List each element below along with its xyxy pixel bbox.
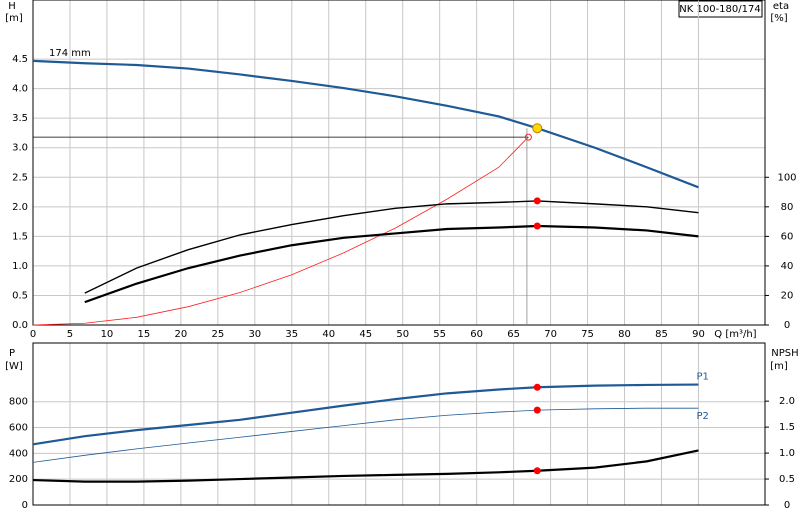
y2-tick-label: 1.0 bbox=[779, 448, 795, 459]
y-tick-label: 4.5 bbox=[12, 54, 28, 65]
plot-frame bbox=[32, 0, 766, 326]
plot-frame bbox=[32, 342, 766, 506]
x-tick-label: 70 bbox=[544, 329, 557, 340]
curve bbox=[32, 136, 529, 326]
x-tick-label: 45 bbox=[359, 329, 372, 340]
x-tick-label: 60 bbox=[470, 329, 483, 340]
x-tick-label: 20 bbox=[175, 329, 188, 340]
y-tick-label: 1.5 bbox=[12, 231, 28, 242]
y2-tick-label: 2.0 bbox=[779, 396, 795, 407]
y2-axis-label: eta bbox=[773, 1, 789, 12]
y-tick-label: 3.5 bbox=[12, 113, 28, 124]
y-tick-label: 4.0 bbox=[12, 84, 28, 95]
curve bbox=[84, 224, 699, 304]
curve bbox=[32, 383, 699, 446]
y-axis-unit: [W] bbox=[5, 361, 23, 372]
y2-axis-unit: [m] bbox=[770, 361, 788, 372]
y-axis-label: H bbox=[8, 1, 16, 12]
x-tick-label: 55 bbox=[433, 329, 446, 340]
x-tick-label: 5 bbox=[67, 329, 73, 340]
y-tick-label: 400 bbox=[9, 448, 28, 459]
x-tick-label: 75 bbox=[581, 329, 594, 340]
x-tick-label: 35 bbox=[285, 329, 298, 340]
series-label: P2 bbox=[696, 411, 708, 422]
y2-tick-label: 100 bbox=[777, 172, 796, 183]
point bbox=[533, 383, 541, 391]
y-tick-label: 600 bbox=[9, 423, 28, 434]
y-tick-label: 3.0 bbox=[12, 143, 28, 154]
y-tick-label: 0.5 bbox=[12, 290, 28, 301]
y2-tick-label: 0.5 bbox=[779, 474, 795, 485]
x-tick-label: 30 bbox=[248, 329, 261, 340]
x-tick-label: 65 bbox=[507, 329, 520, 340]
point bbox=[524, 133, 532, 141]
point bbox=[533, 406, 541, 414]
series-label: 174 mm bbox=[49, 48, 91, 59]
y2-tick-label: 60 bbox=[781, 231, 794, 242]
x-tick-label: 90 bbox=[692, 329, 705, 340]
chart-title: NK 100-180/174 bbox=[679, 4, 760, 15]
series-label: P1 bbox=[696, 372, 708, 383]
x-tick-label: 15 bbox=[138, 329, 151, 340]
curve bbox=[32, 59, 699, 189]
point bbox=[533, 467, 541, 475]
y-tick-label: 1.0 bbox=[12, 261, 28, 272]
y-axis-label: P bbox=[9, 348, 15, 359]
x-axis-label: Q [m³/h] bbox=[714, 329, 756, 340]
x-tick-label: 25 bbox=[211, 329, 224, 340]
point bbox=[533, 197, 541, 205]
curve bbox=[32, 407, 699, 463]
y2-tick-label: 0 bbox=[784, 320, 790, 331]
y-tick-label: 0 bbox=[22, 500, 28, 511]
y-tick-label: 2.0 bbox=[12, 202, 28, 213]
curve bbox=[32, 449, 699, 483]
x-tick-label: 50 bbox=[396, 329, 409, 340]
x-tick-label: 10 bbox=[101, 329, 114, 340]
y-tick-label: 2.5 bbox=[12, 172, 28, 183]
y2-axis-unit: [%] bbox=[770, 13, 787, 24]
y2-tick-label: 20 bbox=[781, 290, 794, 301]
y2-tick-label: 40 bbox=[781, 261, 794, 272]
x-tick-label: 80 bbox=[618, 329, 631, 340]
y2-tick-label: 0 bbox=[784, 500, 790, 511]
x-tick-label: 0 bbox=[30, 329, 36, 340]
curve bbox=[84, 200, 699, 294]
y-tick-label: 200 bbox=[9, 474, 28, 485]
title-box bbox=[678, 0, 763, 18]
point bbox=[533, 222, 541, 230]
y2-tick-label: 80 bbox=[781, 202, 794, 213]
y2-tick-label: 1.5 bbox=[779, 422, 795, 433]
y-axis-unit: [m] bbox=[5, 13, 23, 24]
y-tick-label: 800 bbox=[9, 397, 28, 408]
y2-axis-label: NPSH bbox=[771, 348, 798, 359]
y-tick-label: 0.0 bbox=[12, 320, 28, 331]
x-tick-label: 85 bbox=[655, 329, 668, 340]
point bbox=[532, 123, 543, 134]
x-tick-label: 40 bbox=[322, 329, 335, 340]
